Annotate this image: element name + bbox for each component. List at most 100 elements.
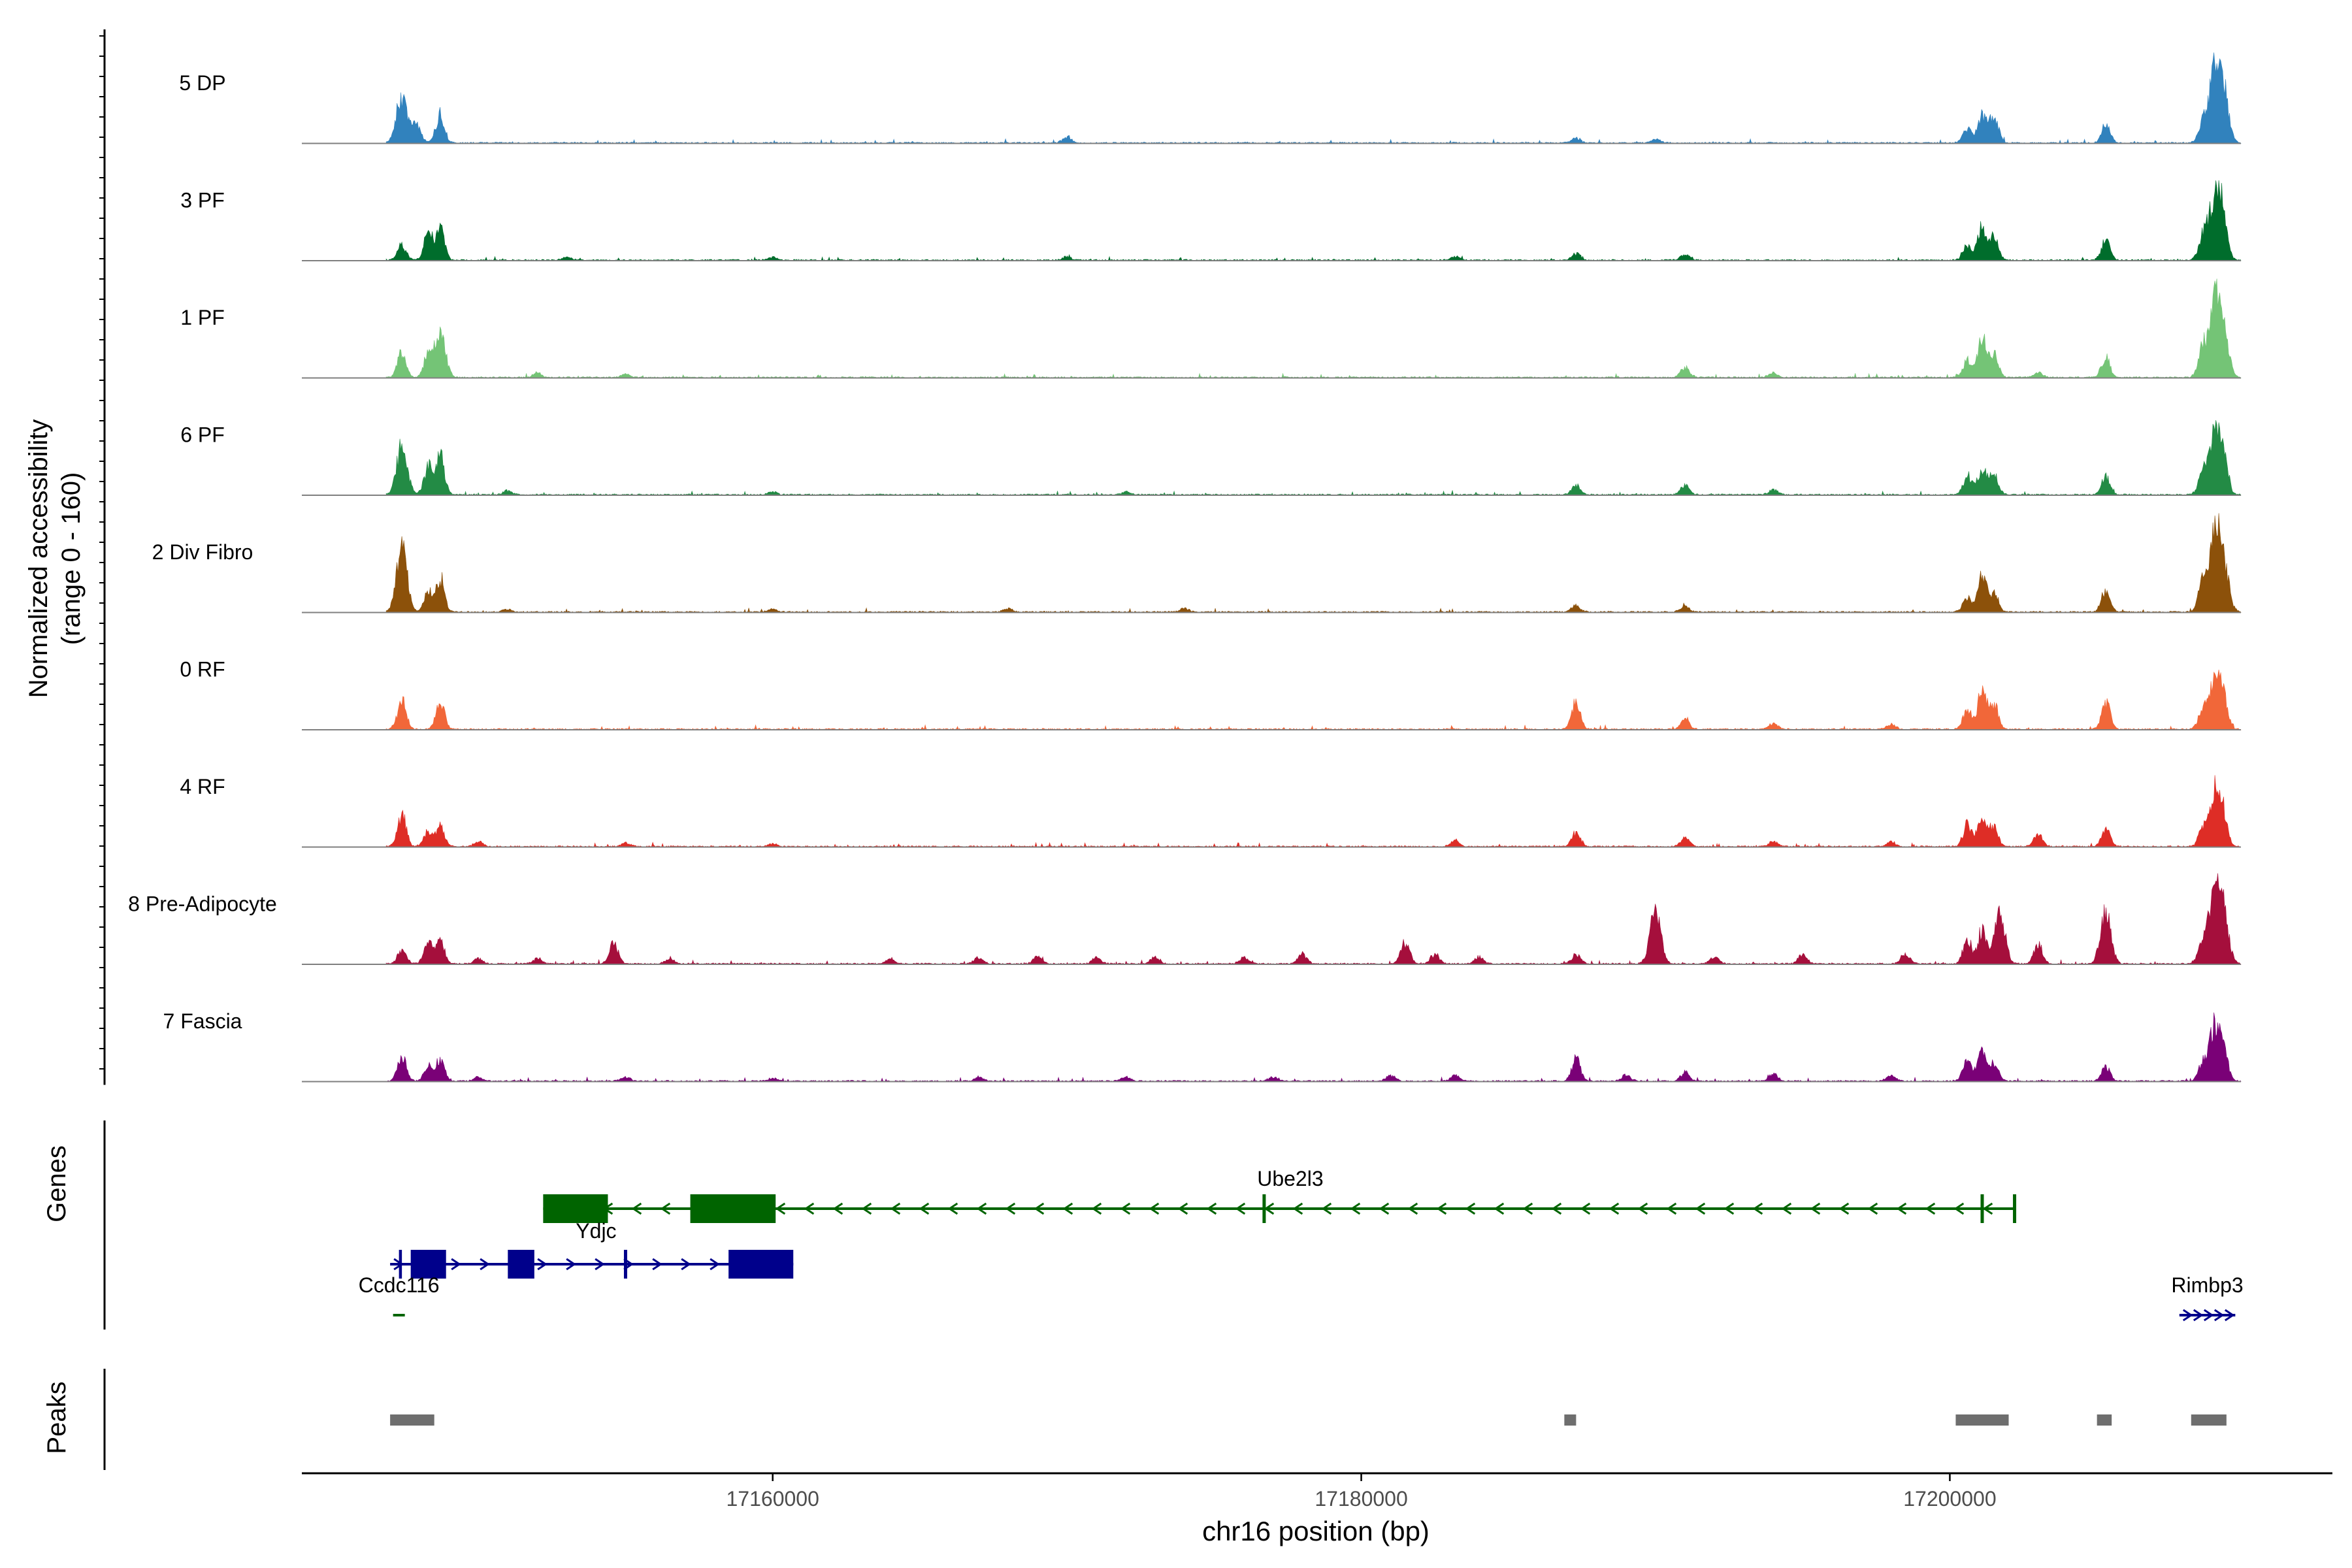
strand-chevron: [947, 1202, 958, 1215]
track-3-pf: 3 PF: [180, 180, 2242, 261]
strand-chevron: [1810, 1202, 1821, 1215]
x-tick-label: 17180000: [1315, 1487, 1407, 1511]
peak-region: [1564, 1414, 1576, 1426]
coverage-area: [385, 670, 2242, 730]
coverage-area: [385, 775, 2242, 848]
strand-chevron: [681, 1258, 691, 1271]
strand-chevron: [2203, 1309, 2214, 1322]
exon-block: [410, 1250, 446, 1279]
gene-label: Rimbp3: [2171, 1273, 2243, 1297]
strand-chevron: [1494, 1202, 1505, 1215]
peak-region: [390, 1414, 434, 1426]
exon-block: [399, 1250, 402, 1279]
peak-region: [2191, 1414, 2227, 1426]
exon-block: [543, 1194, 608, 1223]
strand-chevron: [1436, 1202, 1447, 1215]
strand-chevron: [1953, 1202, 1965, 1215]
strand-chevron: [2193, 1309, 2204, 1322]
strand-chevron: [976, 1202, 987, 1215]
strand-chevron: [710, 1258, 720, 1271]
track-label: 0 RF: [180, 658, 225, 681]
strand-chevron: [660, 1202, 671, 1215]
track-label: 5 DP: [179, 71, 225, 95]
peak-region: [1955, 1414, 2009, 1426]
track-8-pre-adipocyte: 8 Pre-Adipocyte: [128, 873, 2242, 965]
track-0-rf: 0 RF: [180, 658, 2242, 730]
strand-chevron: [1177, 1202, 1188, 1215]
strand-chevron: [2182, 1309, 2193, 1322]
coverage-area: [385, 513, 2242, 613]
track-label: 3 PF: [180, 189, 225, 212]
coverage-area: [385, 420, 2242, 496]
track-5-dp: 5 DP: [179, 52, 2242, 144]
strand-chevron: [919, 1202, 930, 1215]
strand-chevron: [480, 1258, 490, 1271]
track-7-fascia: 7 Fascia: [163, 1009, 2242, 1083]
strand-chevron: [1235, 1202, 1246, 1215]
x-tick-label: 17160000: [727, 1487, 819, 1511]
strand-chevron: [451, 1258, 461, 1271]
track-label: 7 Fascia: [163, 1009, 242, 1033]
peaks-panel: [103, 1369, 2227, 1470]
genes-panel: Ube2l3 Ydjc Ccdc116 Rimbp3: [103, 1120, 2244, 1330]
strand-chevron: [1752, 1202, 1763, 1215]
strand-chevron: [1695, 1202, 1706, 1215]
strand-chevron: [566, 1258, 576, 1271]
strand-chevron: [1522, 1202, 1533, 1215]
y-axis-label-line2: (range 0 - 160): [57, 472, 86, 645]
exon-block: [690, 1194, 776, 1223]
strand-chevron: [1005, 1202, 1016, 1215]
strand-chevron: [1551, 1202, 1562, 1215]
strand-chevron: [1206, 1202, 1217, 1215]
track-label: 6 PF: [180, 423, 225, 447]
axes: Normalized accessibility (range 0 - 160)…: [24, 419, 2332, 1546]
strand-chevron: [861, 1202, 872, 1215]
track-1-pf: 1 PF: [180, 278, 2242, 379]
coverage-area: [385, 180, 2242, 261]
track-label: 4 RF: [180, 775, 225, 798]
peak-region: [2097, 1414, 2112, 1426]
coverage-area: [385, 52, 2242, 144]
strand-chevron: [1925, 1202, 1936, 1215]
strand-chevron: [1609, 1202, 1620, 1215]
strand-chevron: [1062, 1202, 1073, 1215]
strand-chevron: [890, 1202, 901, 1215]
gene-label: Ube2l3: [1257, 1167, 1323, 1190]
track-label: 1 PF: [180, 306, 225, 329]
strand-chevron: [1091, 1202, 1102, 1215]
strand-chevron: [1867, 1202, 1878, 1215]
strand-chevron: [1723, 1202, 1735, 1215]
y-axis-label-line1: Normalized accessibility: [24, 419, 53, 698]
coverage-area: [385, 1012, 2242, 1083]
strand-chevron: [537, 1258, 547, 1271]
track-label: 2 Div Fibro: [152, 540, 253, 564]
strand-chevron: [631, 1202, 642, 1215]
strand-chevron: [1149, 1202, 1160, 1215]
strand-chevron: [1350, 1202, 1361, 1215]
strand-chevron: [1034, 1202, 1045, 1215]
strand-chevron: [2224, 1309, 2235, 1322]
x-tick-label: 17200000: [1903, 1487, 1996, 1511]
coverage-tracks: 5 DP 3 PF 1 PF 6 PF 2 Div Fibro 0 RF 4 RF 8 Pre…: [99, 29, 2242, 1085]
track-label: 8 Pre-Adipocyte: [128, 892, 277, 916]
track-4-rf: 4 RF: [180, 775, 2242, 848]
coverage-area: [385, 873, 2242, 965]
strand-chevron: [1379, 1202, 1390, 1215]
track-2-div-fibro: 2 Div Fibro: [152, 513, 2242, 613]
strand-chevron: [775, 1202, 786, 1215]
gene-ube2l3: Ube2l3: [543, 1167, 2017, 1223]
gene-ccdc116: Ccdc116: [359, 1273, 440, 1316]
strand-chevron: [1292, 1202, 1303, 1215]
strand-chevron: [1781, 1202, 1792, 1215]
strand-chevron: [1580, 1202, 1591, 1215]
coverage-area: [385, 278, 2242, 378]
strand-chevron: [1896, 1202, 1907, 1215]
strand-chevron: [1321, 1202, 1332, 1215]
strand-chevron: [1637, 1202, 1648, 1215]
exon-block: [728, 1250, 794, 1279]
strand-chevron: [1407, 1202, 1418, 1215]
x-axis-label: chr16 position (bp): [1202, 1516, 1429, 1546]
exon-block: [508, 1250, 534, 1279]
gene-rimbp3: Rimbp3: [2171, 1273, 2244, 1322]
